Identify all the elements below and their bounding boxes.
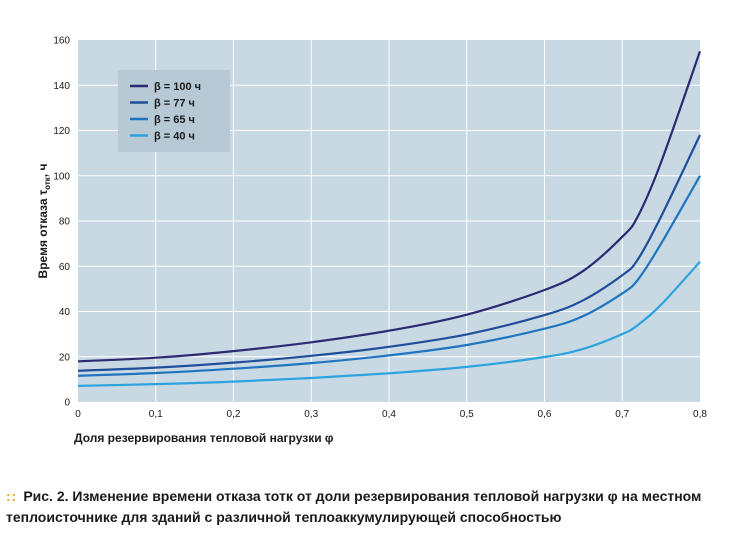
legend: β = 100 ч β = 77 ч β = 65 ч β = 40 ч [118, 70, 230, 152]
x-tick-label: 0 [75, 409, 81, 420]
series-group [77, 50, 702, 387]
caption-dots: :: [6, 488, 18, 504]
y-tick-label: 80 [59, 217, 71, 228]
y-tick-label: 40 [59, 307, 71, 318]
y-tick-label: 20 [59, 352, 71, 363]
legend-label: β = 40 ч [154, 131, 195, 143]
y-axis-title: Время отказа τотк, ч [36, 164, 52, 279]
x-tick-label: 0,4 [382, 409, 396, 420]
series-line-2 [77, 175, 701, 377]
axes: 0 0,1 0,2 0,3 0,4 0,5 0,6 0,7 0,8 0 20 40 60 80 100 120… [53, 36, 707, 421]
legend-label: β = 65 ч [154, 114, 195, 126]
y-axis-title-main: Время отказа τ [36, 189, 50, 278]
svg-text:Время отказа τотк, ч: Время отказа τотк, ч [36, 164, 52, 279]
x-tick-label: 0,8 [693, 409, 707, 420]
legend-label: β = 77 ч [154, 98, 195, 110]
y-tick-label: 60 [59, 262, 71, 273]
x-tick-label: 0,3 [304, 409, 318, 420]
y-tick-label: 120 [53, 126, 70, 137]
figure-caption: :: Рис. 2. Изменение времени отказа τотк … [6, 486, 742, 528]
legend-box [118, 70, 230, 152]
x-tick-label: 0,2 [227, 409, 241, 420]
x-tick-label: 0,5 [460, 409, 474, 420]
y-tick-label: 160 [53, 36, 70, 47]
series-line-0 [77, 50, 702, 363]
y-axis-title-subscript: отк [43, 176, 52, 190]
legend-label: β = 100 ч [154, 81, 201, 93]
y-tick-label: 140 [53, 81, 70, 92]
x-axis-title: Доля резервирования тепловой нагрузки φ [74, 431, 334, 445]
y-axis-title-unit: , ч [36, 164, 50, 178]
x-tick-label: 0,6 [538, 409, 552, 420]
x-tick-label: 0,1 [149, 409, 163, 420]
series-line-1 [77, 134, 701, 372]
x-tick-label: 0,7 [615, 409, 629, 420]
caption-text: Изменение времени отказа τотк от доли ре… [6, 488, 702, 525]
series-line-3 [77, 260, 701, 387]
caption-figure-label: Рис. 2. [23, 488, 69, 504]
chart: 0 0,1 0,2 0,3 0,4 0,5 0,6 0,7 0,8 0 20 40 60 80 100 120… [36, 36, 707, 446]
y-tick-label: 100 [53, 171, 70, 182]
y-tick-label: 0 [64, 398, 70, 409]
